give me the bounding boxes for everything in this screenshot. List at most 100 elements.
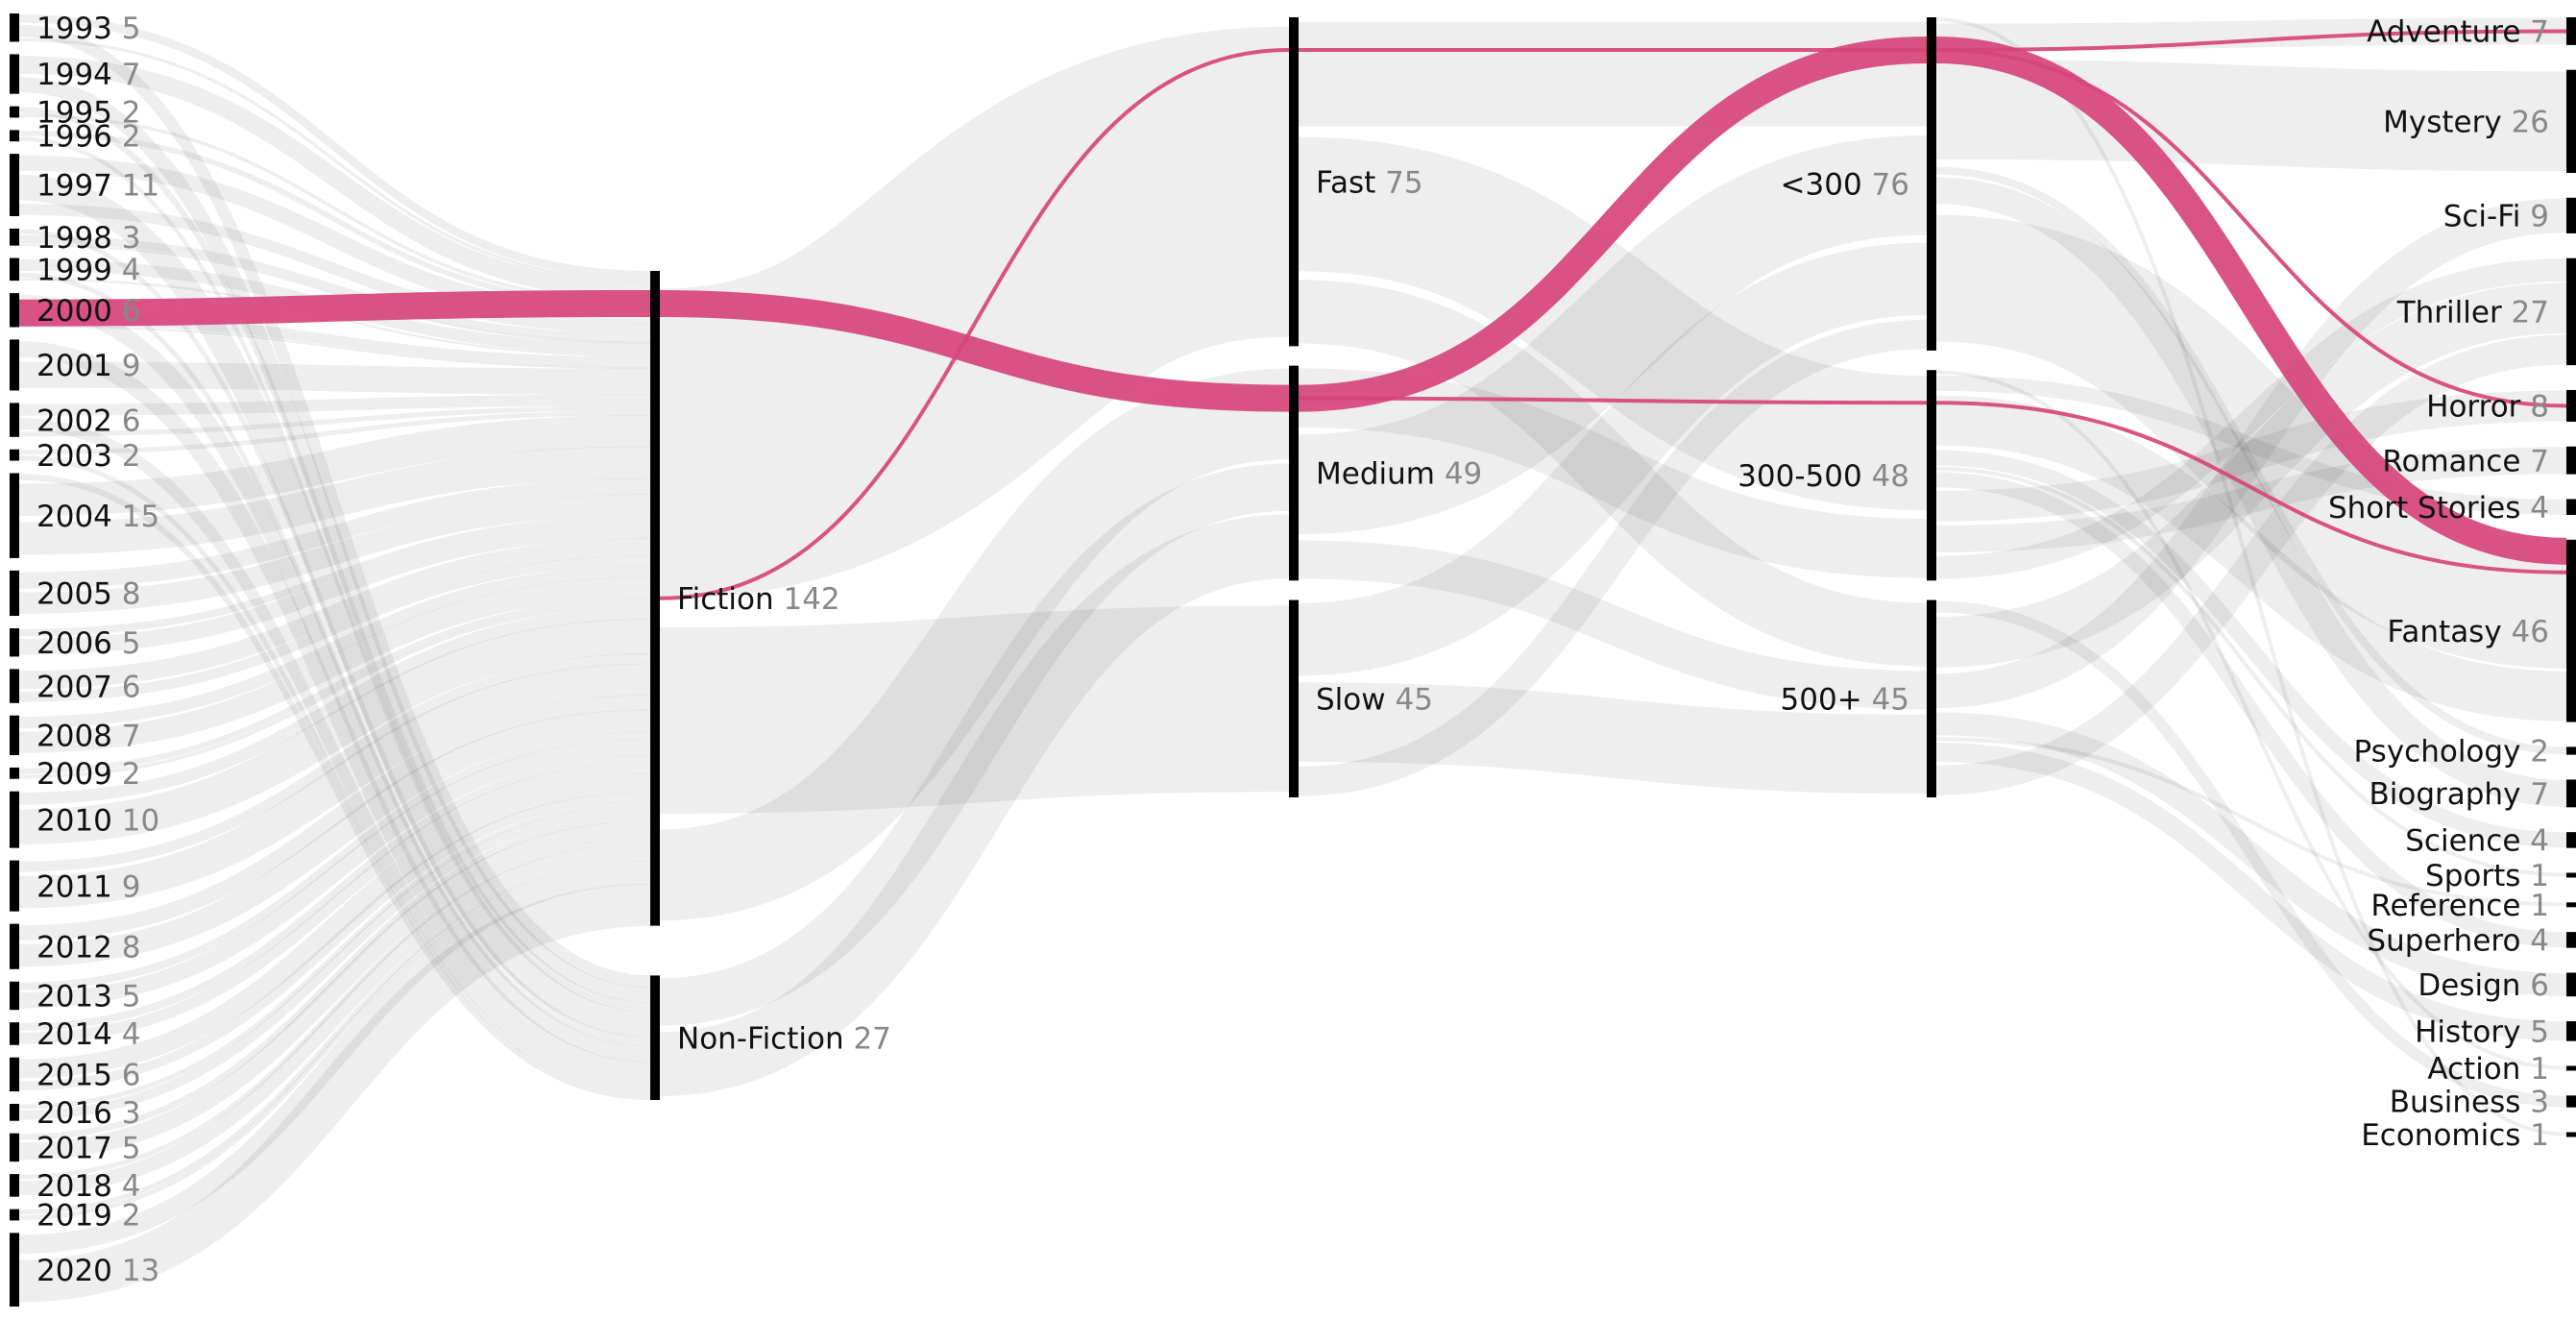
node-bar-sports[interactable] <box>2566 872 2576 878</box>
node-name: 1995 <box>36 96 112 131</box>
node-bar-adventure[interactable] <box>2566 17 2576 45</box>
node-bar-non-fiction[interactable] <box>650 975 660 1100</box>
node-name: Non-Fiction <box>677 1021 844 1056</box>
node-label-adventure: Adventure 7 <box>2367 15 2549 50</box>
node-count: 27 <box>2502 296 2549 330</box>
link-medium-to-300-500 <box>1298 368 1928 578</box>
link-2020-to-fiction <box>18 883 651 1303</box>
node-name: 2012 <box>36 930 112 965</box>
node-bar-2014[interactable] <box>10 1022 19 1045</box>
node-bar-science[interactable] <box>2566 832 2576 848</box>
node-bar-2016[interactable] <box>10 1104 19 1121</box>
node-bar-300[interactable] <box>1927 17 1936 351</box>
node-bar-thriller[interactable] <box>2566 257 2576 366</box>
node-bar-2015[interactable] <box>10 1057 19 1092</box>
node-bar-romance[interactable] <box>2566 446 2576 475</box>
node-bar-horror[interactable] <box>2566 389 2576 422</box>
node-label-business: Business 3 <box>2390 1086 2549 1120</box>
node-bar-action[interactable] <box>2566 1065 2576 1071</box>
node-bar-design[interactable] <box>2566 972 2576 997</box>
node-bar-2000[interactable] <box>10 293 19 328</box>
node-bar-1995[interactable] <box>10 106 19 118</box>
node-bar-2003[interactable] <box>10 449 19 461</box>
node-bar-2004[interactable] <box>10 473 19 558</box>
node-bar-1993[interactable] <box>10 13 19 42</box>
node-bar-sci-fi[interactable] <box>2566 197 2576 233</box>
node-label-1993: 1993 5 <box>36 12 140 46</box>
node-bar-2012[interactable] <box>10 923 19 969</box>
node-bar-fiction[interactable] <box>650 271 660 926</box>
node-bar-superhero[interactable] <box>2566 932 2576 948</box>
link-1993-to-fiction <box>18 37 651 282</box>
node-bar-1996[interactable] <box>10 130 19 142</box>
node-count: 6 <box>112 294 141 329</box>
link-2004-to-fiction <box>18 414 651 516</box>
node-count: 48 <box>1862 459 1909 494</box>
node-bar-short-stories[interactable] <box>2566 499 2576 515</box>
node-bar-2020[interactable] <box>10 1233 19 1307</box>
node-name: 2013 <box>36 980 112 1014</box>
node-bar-2013[interactable] <box>10 981 19 1011</box>
node-count: 4 <box>112 1169 141 1204</box>
node-count: 26 <box>2502 105 2549 139</box>
node-name: Adventure <box>2367 15 2520 50</box>
node-bar-1994[interactable] <box>10 54 19 94</box>
node-bar-business[interactable] <box>2566 1095 2576 1108</box>
highlight-link-fiction-to-medium <box>659 290 1290 412</box>
link-2002-to-fiction <box>18 394 651 416</box>
link-fast-to-500 <box>1298 280 1928 667</box>
node-bar-2009[interactable] <box>10 767 19 779</box>
node-bar-300-500[interactable] <box>1927 370 1936 581</box>
node-bar-2017[interactable] <box>10 1133 19 1162</box>
link-300-500-to-superhero <box>1935 472 2567 948</box>
link-2007-to-fiction <box>18 538 651 690</box>
node-count: 3 <box>112 221 141 256</box>
node-bar-1997[interactable] <box>10 154 19 216</box>
highlight-strand-300-500-to-fantasy <box>1935 401 2567 574</box>
link-2007-to-fiction <box>18 555 651 702</box>
node-bar-1998[interactable] <box>10 228 19 246</box>
node-bar-2018[interactable] <box>10 1174 19 1197</box>
node-label-biography: Biography 7 <box>2369 777 2549 812</box>
node-label-1996: 1996 2 <box>36 119 140 154</box>
link-2009-to-fiction <box>18 603 651 779</box>
node-name: Superhero <box>2367 924 2520 959</box>
link-1993-to-fiction <box>18 13 651 280</box>
node-label-1998: 1998 3 <box>36 221 140 256</box>
link-1993-to-non-fiction <box>18 24 651 988</box>
node-bar-fantasy[interactable] <box>2566 539 2576 722</box>
node-bar-2008[interactable] <box>10 715 19 756</box>
node-bar-2019[interactable] <box>10 1209 19 1221</box>
node-count: 46 <box>2502 615 2549 649</box>
node-label-thriller: Thriller 27 <box>2396 296 2549 330</box>
node-bar-2001[interactable] <box>10 339 19 391</box>
link-2003-to-fiction <box>18 410 651 455</box>
node-bar-fast[interactable] <box>1289 17 1299 347</box>
node-bar-slow[interactable] <box>1289 599 1299 797</box>
node-bar-1999[interactable] <box>10 257 19 281</box>
node-count: 9 <box>112 869 141 904</box>
node-bar-2007[interactable] <box>10 669 19 703</box>
node-bar-psychology[interactable] <box>2566 746 2576 755</box>
node-name: Horror <box>2426 390 2521 425</box>
highlight-link-2000-to-fiction <box>9 290 651 327</box>
node-bar-biography[interactable] <box>2566 779 2576 808</box>
node-bar-2010[interactable] <box>10 791 19 848</box>
node-bar-medium[interactable] <box>1289 365 1299 581</box>
node-bar-history[interactable] <box>2566 1021 2576 1041</box>
node-bar-2002[interactable] <box>10 403 19 437</box>
node-bar-economics[interactable] <box>2566 1132 2576 1137</box>
node-name: 1993 <box>36 12 112 46</box>
node-name: Science <box>2405 824 2520 859</box>
node-bar-2006[interactable] <box>10 627 19 657</box>
node-bar-reference[interactable] <box>2566 902 2576 908</box>
node-bar-2005[interactable] <box>10 570 19 617</box>
node-bar-mystery[interactable] <box>2566 69 2576 173</box>
node-name: 2015 <box>36 1059 112 1093</box>
node-bar-2011[interactable] <box>10 860 19 912</box>
node-count: 2 <box>112 119 141 154</box>
node-bar-500[interactable] <box>1927 599 1936 797</box>
node-label-medium: Medium 49 <box>1316 457 1482 492</box>
node-label-2006: 2006 5 <box>36 626 140 661</box>
link-300-500-to-fantasy <box>1935 395 2567 721</box>
